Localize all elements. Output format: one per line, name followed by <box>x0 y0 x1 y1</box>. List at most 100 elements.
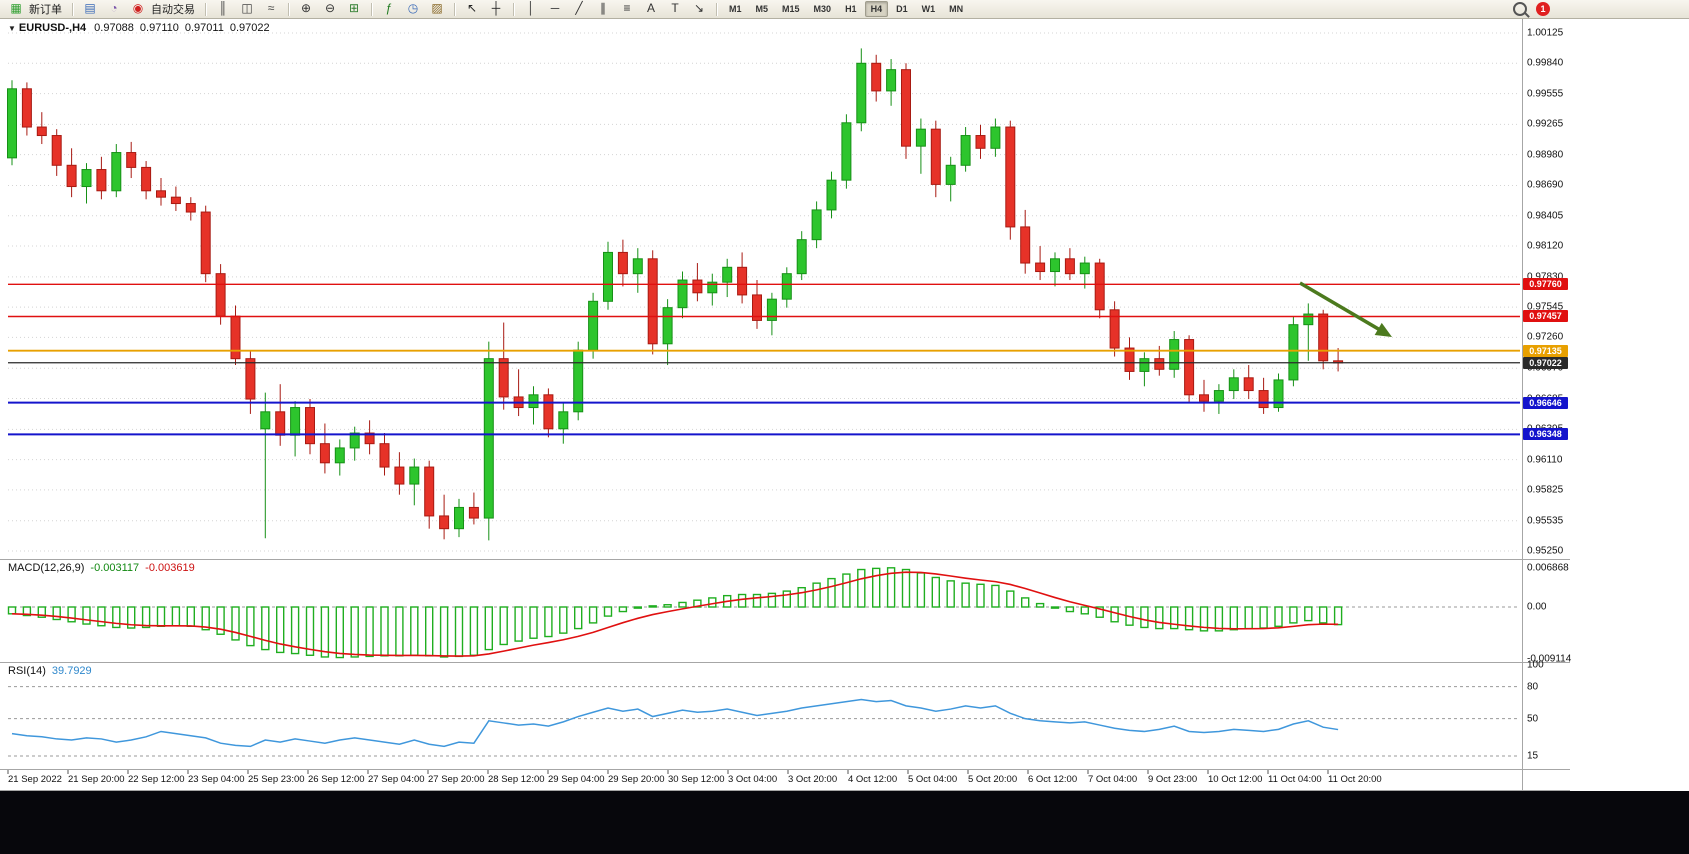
search-icon[interactable] <box>1513 2 1527 16</box>
autotrade-button[interactable]: 自动交易 <box>151 4 195 16</box>
macd-bar <box>425 606 434 657</box>
timeframe-m15[interactable]: M15 <box>782 4 800 14</box>
chart-title: ▼ EURUSD-,H4 0.97088 0.97110 0.97011 0.97022 <box>8 22 276 34</box>
macd-bar <box>37 606 46 618</box>
candle-body <box>185 203 196 213</box>
channel-icon[interactable]: ∥ <box>600 1 606 15</box>
crosshair-icon[interactable]: ┼ <box>491 1 501 15</box>
candle-body <box>1199 394 1209 402</box>
fibonacci-icon[interactable]: ≡ <box>623 1 631 15</box>
candle-body <box>394 466 405 485</box>
macd-bar <box>559 606 568 634</box>
macd-bar <box>1333 606 1343 626</box>
macd-panel-separator[interactable] <box>0 559 1570 560</box>
candle-body <box>1243 377 1254 392</box>
candle-body <box>990 126 1001 149</box>
charts-icon[interactable]: ▤ <box>84 1 96 15</box>
macd-bar <box>812 582 821 608</box>
macd-signal-value: -0.003619 <box>145 562 195 574</box>
rsi-name: RSI(14) <box>8 665 46 677</box>
macd-bar <box>1006 590 1015 608</box>
candle-body <box>901 69 911 147</box>
candle-body <box>1228 377 1239 392</box>
candle-body <box>424 466 435 517</box>
chart-canvas[interactable] <box>0 0 1689 791</box>
timeframe-w1[interactable]: W1 <box>921 4 936 14</box>
periods-icon[interactable]: ◷ <box>407 1 419 15</box>
indicators-icon[interactable]: ƒ <box>385 1 393 15</box>
candlestick-chart-icon[interactable]: ◫ <box>241 1 253 15</box>
candle-body <box>468 506 479 519</box>
macd-bar <box>1095 606 1104 618</box>
macd-bar <box>246 606 255 647</box>
macd-bar <box>782 590 791 608</box>
macd-bar <box>1214 606 1224 632</box>
candle-body <box>722 266 733 283</box>
timeframe-m1[interactable]: M1 <box>729 4 742 14</box>
macd-bar <box>410 606 419 656</box>
macd-histogram <box>7 567 1343 659</box>
text-label-icon[interactable]: T <box>671 1 679 15</box>
trend-arrow[interactable] <box>1299 281 1385 334</box>
macd-bar <box>276 606 285 654</box>
candle-body <box>36 126 47 137</box>
macd-bar <box>350 606 359 658</box>
profiles-icon[interactable]: ◔ <box>110 1 118 15</box>
candle-body <box>1079 262 1090 275</box>
candle-body <box>662 307 673 345</box>
tile-windows-icon[interactable]: ⊞ <box>348 1 360 15</box>
timeframe-h4[interactable]: H4 <box>864 1 889 17</box>
macd-bar <box>112 606 121 629</box>
macd-bar <box>976 583 985 608</box>
macd-bar <box>454 606 464 658</box>
candle-body <box>498 358 509 398</box>
rsi-label: RSI(14) 39.7929 <box>8 665 92 677</box>
candle-body <box>1050 258 1060 273</box>
macd-bar <box>231 606 240 641</box>
vertical-line-icon[interactable]: │ <box>527 1 535 15</box>
text-icon[interactable]: A <box>646 1 655 15</box>
macd-bar <box>514 606 523 642</box>
candle-body <box>1303 313 1314 326</box>
macd-bar <box>737 593 747 608</box>
timeframe-mn[interactable]: MN <box>949 4 964 14</box>
macd-bar <box>544 606 553 638</box>
new-order-button[interactable]: 新订单 <box>29 4 62 16</box>
templates-icon[interactable]: ▨ <box>431 1 443 15</box>
macd-bar <box>1140 606 1149 629</box>
candle-body <box>290 407 301 436</box>
macd-bar <box>380 606 389 657</box>
candle-body <box>439 515 450 530</box>
macd-bar <box>22 606 32 617</box>
zoom-out-icon[interactable]: ⊖ <box>324 1 336 15</box>
candle-body <box>752 294 762 321</box>
macd-bar <box>216 606 225 635</box>
trendline-icon[interactable]: ╱ <box>575 1 583 15</box>
toolbar-items: ▦ 新订单 ▤ ◔ ◉ 自动交易 ║ ◫ ≈ ⊕ ⊖ ⊞ ƒ ◷ ▨ ↖ ┼ │ ─ ╱ ∥ ≡ A T ↘ M1 M5 M15 M30… <box>4 0 970 18</box>
timeframe-d1[interactable]: D1 <box>896 4 908 14</box>
macd-bar <box>67 606 76 623</box>
bar-chart-icon[interactable]: ║ <box>218 1 228 15</box>
rsi-panel-separator[interactable] <box>0 662 1570 663</box>
zoom-in-icon[interactable]: ⊕ <box>300 1 312 15</box>
toolbar: ▦ 新订单 ▤ ◔ ◉ 自动交易 ║ ◫ ≈ ⊕ ⊖ ⊞ ƒ ◷ ▨ ↖ ┼ │ ─ ╱ ∥ ≡ A T ↘ M1 M5 M15 M30… <box>0 0 1689 19</box>
notification-badge[interactable]: 1 <box>1536 2 1550 16</box>
timeframe-h1[interactable]: H1 <box>845 4 857 14</box>
candle-body <box>811 209 822 241</box>
candle-body <box>215 273 226 317</box>
arrows-icon[interactable]: ↘ <box>693 1 705 15</box>
cursor-icon[interactable]: ↖ <box>466 1 478 15</box>
candle-body <box>454 506 464 530</box>
macd-bar <box>827 577 836 608</box>
autotrade-icon[interactable]: ◉ <box>132 1 144 15</box>
macd-bar <box>335 606 344 659</box>
new-order-icon[interactable]: ▦ <box>10 1 22 15</box>
macd-bar <box>678 601 687 608</box>
timeframe-m30[interactable]: M30 <box>813 4 832 14</box>
toolbar-separator <box>371 2 372 16</box>
line-chart-icon[interactable]: ≈ <box>267 1 275 15</box>
candle-body <box>886 69 897 92</box>
horizontal-line-icon[interactable]: ─ <box>550 1 560 15</box>
timeframe-m5[interactable]: M5 <box>755 4 769 14</box>
macd-bar <box>1289 606 1298 624</box>
